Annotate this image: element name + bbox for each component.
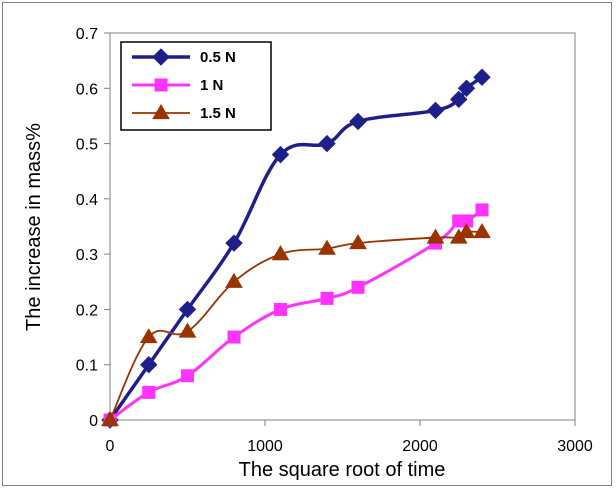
data-point [320,291,334,305]
data-point [450,90,468,109]
data-point [351,280,365,294]
legend-marker [154,78,168,92]
data-point [274,302,287,316]
data-point [318,134,336,153]
chart-frame [2,2,612,486]
data-point [225,272,243,288]
x-tick-label: 3000 [557,438,593,455]
legend-label: 1 N [200,77,223,94]
data-point [101,411,119,427]
x-axis: 0 1000 2000 3000 [106,420,593,455]
data-point [178,300,197,319]
y-tick-label: 0.1 [76,358,98,375]
legend: 0.5 N 1 N 1.5 N [120,41,272,131]
data-point [475,203,489,217]
series-diamond [101,68,491,429]
y-tick-label: 0.7 [76,26,98,43]
data-point [142,385,156,399]
series-layer [101,68,491,429]
x-tick-label: 1000 [247,438,283,455]
y-tick-label: 0.6 [76,81,98,98]
data-point [271,145,290,164]
y-tick-label: 0.5 [76,137,98,154]
y-tick-label: 0.2 [76,302,98,319]
series-line [109,208,483,422]
legend-marker [152,104,170,120]
data-point [140,356,158,374]
data-point [473,68,491,86]
y-tick-label: 0.3 [76,247,98,264]
data-point [181,369,194,383]
legend-label: 0.5 N [200,49,236,66]
y-tick-label: 0 [89,413,98,430]
y-axis-title: The increase in mass% [23,123,45,331]
y-tick-label: 0.4 [76,192,98,209]
data-point [426,101,445,120]
data-point [271,245,290,261]
data-point [349,234,367,250]
data-point [473,223,491,239]
data-point [178,322,197,338]
data-point [349,112,367,131]
y-axis: 0 0.1 0.2 0.3 0.4 0.5 0.6 0.7 [76,26,110,430]
data-point [318,239,336,255]
legend-label: 1.5 N [200,105,236,122]
legend-marker [152,48,170,66]
x-axis-title: The square root of time [239,459,446,481]
data-point [139,328,158,344]
plot-area [109,32,576,421]
data-point [225,234,243,252]
series-line [109,230,483,421]
data-point [227,330,241,344]
data-point [426,228,445,244]
data-point [457,223,476,239]
data-point [457,79,476,97]
x-tick-label: 0 [106,438,115,455]
x-tick-label: 2000 [402,438,438,455]
series-triangle [101,223,491,427]
